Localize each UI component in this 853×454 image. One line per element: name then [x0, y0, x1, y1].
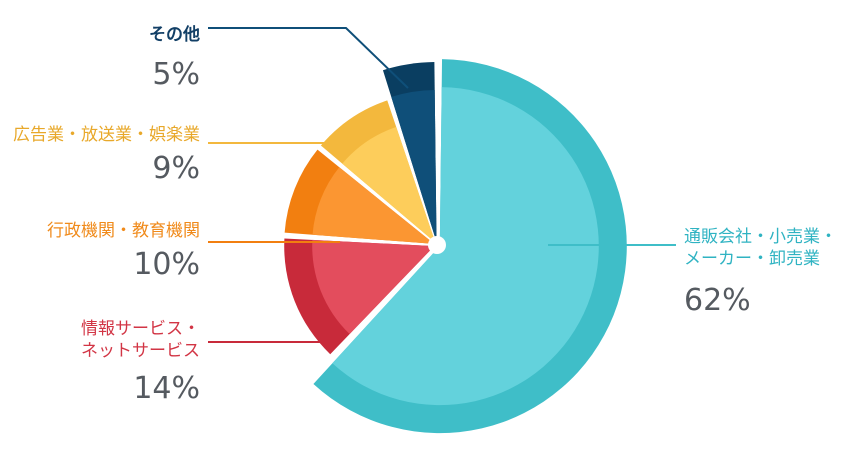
slice-label-retail: 通販会社・小売業・ メーカー・卸売業 [684, 226, 837, 270]
slice-label-info-services-line2: ネットサービス [81, 341, 200, 361]
leader-lines [208, 27, 676, 343]
slice-label-advertising-line1: 広告業・放送業・娯楽業 [13, 125, 200, 145]
slice-label-government: 行政機関・教育機関 [47, 220, 200, 242]
slice-label-retail-line2: メーカー・卸売業 [684, 249, 820, 269]
slice-value-advertising: 9% [152, 151, 200, 186]
pie-slices [284, 59, 627, 434]
slice-label-other-line1: その他 [149, 25, 200, 45]
slice-label-retail-line1: 通販会社・小売業・ [684, 227, 837, 247]
slice-value-info-services: 14% [133, 371, 200, 406]
slice-label-advertising: 広告業・放送業・娯楽業 [13, 124, 200, 146]
pie-slice-advertising-inner [342, 126, 436, 243]
leader-line-other [208, 27, 409, 89]
slice-label-other: その他 [149, 24, 200, 46]
pie-slice-retail-inner [332, 87, 599, 406]
slice-value-other: 5% [152, 57, 200, 92]
slice-label-info-services-line1: 情報サービス・ [81, 319, 200, 339]
pie-slice-other-inner [391, 90, 437, 243]
slice-label-info-services: 情報サービス・ ネットサービス [81, 318, 200, 362]
slice-value-retail: 62% [684, 283, 751, 318]
pie-slice-government-inner [312, 167, 435, 244]
pie-center-dot [428, 236, 446, 254]
slice-value-government: 10% [133, 247, 200, 282]
slice-label-government-line1: 行政機関・教育機関 [47, 221, 200, 241]
pie-slice-info-services-inner [312, 239, 435, 335]
